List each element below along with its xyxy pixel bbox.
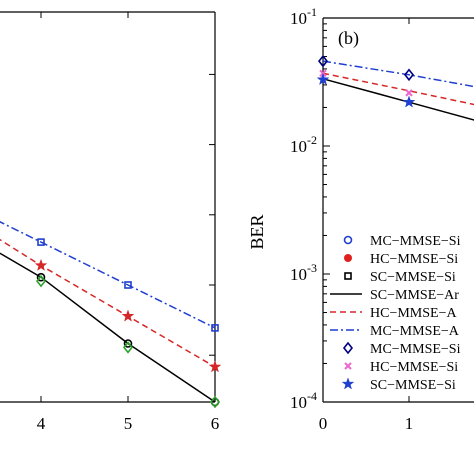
- legend-marker-swatch: [342, 341, 354, 355]
- right-data-marker: [316, 72, 330, 86]
- y-axis-label: BER: [247, 214, 267, 249]
- legend-marker-swatch: [341, 377, 355, 390]
- right-y-tick-label: 10-1: [290, 5, 317, 28]
- left-series-3-point: [122, 341, 134, 354]
- right-series-line-2: [322, 78, 474, 121]
- legend-entry: HC−MMSE−Si: [370, 252, 458, 267]
- left-x-tick-label: 4: [37, 414, 46, 433]
- legend-marker-swatch: [344, 362, 352, 370]
- left-series-3-point: [209, 395, 221, 409]
- right-x-tick-label: 0: [319, 414, 328, 433]
- left-series-0-point: [124, 281, 132, 289]
- legend-marker-swatch: [344, 254, 352, 262]
- left-series-1-point: [34, 258, 48, 272]
- legend-entry: HC−MMSE−A: [370, 306, 457, 321]
- left-series-3-point: [35, 274, 47, 288]
- panel-label: (b): [338, 28, 359, 49]
- right-data-marker: [405, 89, 413, 97]
- legend-entry: SC−MMSE−Si: [370, 270, 456, 285]
- legend-entry: SC−MMSE−Si: [370, 378, 456, 393]
- legend-marker-swatch: [344, 272, 352, 280]
- right-y-tick-label: 10-4: [290, 389, 317, 412]
- left-series-2-point: [36, 272, 46, 282]
- left-series-1-point: [208, 360, 222, 373]
- left-series-1-point: [121, 309, 135, 322]
- legend-entry: SC−MMSE−Ar: [370, 288, 459, 303]
- legend-entry: MC−MMSE−A: [370, 324, 460, 339]
- left-x-tick-label: 6: [211, 414, 220, 433]
- left-series-line-2: [0, 252, 216, 403]
- left-series-0-point: [37, 238, 45, 246]
- right-data-marker: [317, 54, 329, 68]
- right-y-tick-label: 10-3: [290, 261, 317, 284]
- left-series-line-1: [0, 238, 216, 368]
- right-data-marker: [402, 95, 416, 108]
- legend-marker-swatch: [343, 235, 353, 245]
- right-series-line-1: [322, 72, 474, 106]
- left-series-2-point: [123, 339, 133, 348]
- legend-entry: MC−MMSE−Si: [370, 342, 461, 357]
- right-series-line-0: [322, 60, 474, 88]
- right-x-tick-label: 1: [405, 414, 414, 433]
- right-y-tick-label: 10-2: [290, 133, 317, 156]
- left-series-line-0: [0, 221, 216, 329]
- left-x-tick-label: 5: [124, 414, 133, 433]
- legend-entry: MC−MMSE−Si: [370, 234, 461, 249]
- legend-entry: HC−MMSE−Si: [370, 360, 458, 375]
- right-data-marker: [403, 68, 415, 82]
- left-series-0-point: [211, 324, 219, 332]
